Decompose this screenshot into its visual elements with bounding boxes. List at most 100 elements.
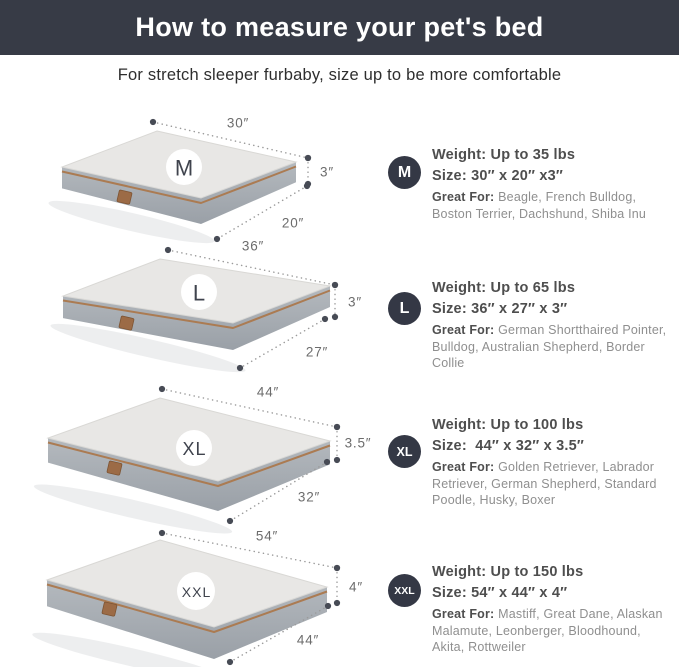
bed-shadow bbox=[50, 323, 246, 373]
dim-label-height: 3.5″ bbox=[345, 436, 372, 451]
bed-brand-tag bbox=[116, 189, 133, 205]
dim-endpoint bbox=[324, 602, 332, 610]
great-for-label: Great For: bbox=[432, 607, 495, 621]
size-info-m: M Weight: Up to 35 lbs Size: 30″ x 20″ x… bbox=[388, 147, 672, 222]
bed-illustration-xxl: XXL 54″ 4″ 44″ bbox=[32, 529, 363, 667]
size-info-xxl: XXL Weight: Up to 150 lbs Size: 54″ x 44… bbox=[388, 564, 672, 656]
dim-line-depth bbox=[229, 461, 328, 522]
size-badge-xl: XL bbox=[388, 435, 421, 468]
bed-illustration-xl: XL 44″ 3.5″ 32″ bbox=[33, 385, 372, 534]
bed-illustration-m: M 30″ 3″ 20″ bbox=[48, 116, 334, 244]
dim-endpoint bbox=[164, 246, 172, 254]
size-circle-label: L bbox=[193, 281, 205, 306]
dim-label-depth: 32″ bbox=[298, 490, 320, 505]
size-info-l: L Weight: Up to 65 lbs Size: 36″ x 27″ x… bbox=[388, 280, 672, 372]
bed-piping bbox=[61, 165, 297, 204]
size-circle bbox=[166, 149, 202, 185]
dim-endpoint bbox=[158, 385, 166, 393]
weight-text: Weight: Up to 65 lbs bbox=[432, 280, 576, 296]
bed-shadow bbox=[48, 200, 215, 244]
great-for-list: Mastiff, Great Dane, Alaskan Malamute, L… bbox=[432, 607, 663, 654]
dim-endpoint bbox=[331, 313, 339, 321]
size-text: Size: 54″ x 44″ x 4″ bbox=[432, 585, 568, 601]
dim-endpoint bbox=[213, 235, 221, 243]
size-text: Size: 36″ x 27″ x 3″ bbox=[432, 301, 568, 317]
weight-text: Weight: Up to 35 lbs bbox=[432, 147, 576, 163]
dim-endpoint bbox=[333, 599, 341, 607]
size-circle-label: XXL bbox=[182, 584, 211, 600]
dim-line-depth bbox=[229, 605, 329, 663]
size-circle-label: M bbox=[175, 156, 193, 181]
bed-piping bbox=[62, 289, 331, 329]
great-for-label: Great For: bbox=[432, 323, 495, 337]
size-badge-m: M bbox=[388, 156, 421, 189]
bed-piping bbox=[46, 583, 328, 633]
size-info-xl: XL Weight: Up to 100 lbs Size: 44″ x 32″… bbox=[388, 417, 672, 509]
dim-label-height: 4″ bbox=[349, 580, 363, 595]
dim-endpoint bbox=[333, 456, 341, 464]
dim-endpoint bbox=[321, 315, 329, 323]
bed-shadow bbox=[33, 484, 233, 534]
dim-label-depth: 44″ bbox=[297, 633, 319, 648]
dim-line-width bbox=[152, 121, 309, 159]
size-badge-label: L bbox=[399, 299, 410, 317]
bed-illustration-l: L 36″ 3″ 27″ bbox=[50, 239, 362, 373]
size-badge-xxl: XXL bbox=[388, 574, 421, 607]
dim-label-depth: 20″ bbox=[282, 216, 304, 231]
dim-line-width bbox=[161, 388, 338, 428]
dim-endpoint bbox=[303, 182, 311, 190]
great-for-text: Great For: Beagle, French Bulldog, Bosto… bbox=[432, 189, 672, 222]
bed-brand-tag bbox=[106, 460, 123, 476]
size-text: Size: 44″ x 32″ x 3.5″ bbox=[432, 438, 584, 454]
great-for-text: Great For: Mastiff, Great Dane, Alaskan … bbox=[432, 606, 672, 656]
dim-endpoint bbox=[149, 118, 157, 126]
weight-text: Weight: Up to 100 lbs bbox=[432, 417, 584, 433]
dim-endpoint bbox=[323, 458, 331, 466]
bed-brand-tag bbox=[101, 601, 118, 617]
great-for-text: Great For: German Shortthaired Pointer, … bbox=[432, 322, 672, 372]
page-title: How to measure your pet's bed bbox=[135, 12, 544, 42]
size-text: Size: 30″ x 20″ x3″ bbox=[432, 168, 564, 184]
bed-side bbox=[63, 286, 330, 350]
subtitle: For stretch sleeper furbaby, size up to … bbox=[117, 66, 562, 84]
dim-line-depth bbox=[216, 185, 308, 240]
dim-endpoint bbox=[331, 281, 339, 289]
dim-label-width: 54″ bbox=[256, 529, 278, 544]
dim-endpoint bbox=[158, 529, 166, 537]
great-for-label: Great For: bbox=[432, 460, 495, 474]
weight-text: Weight: Up to 150 lbs bbox=[432, 564, 584, 580]
great-for-list: Golden Retriever, Labrador Retriever, Ge… bbox=[432, 460, 657, 507]
great-for-text: Great For: Golden Retriever, Labrador Re… bbox=[432, 459, 672, 509]
bed-brand-tag bbox=[118, 315, 135, 331]
size-circle-label: XL bbox=[182, 439, 206, 459]
dim-label-width: 36″ bbox=[242, 239, 264, 254]
dim-label-width: 30″ bbox=[227, 116, 249, 131]
bed-shadow bbox=[32, 632, 229, 667]
dim-label-width: 44″ bbox=[257, 385, 279, 400]
dim-label-depth: 27″ bbox=[306, 345, 328, 360]
dim-endpoint bbox=[226, 658, 234, 666]
great-for-list: German Shortthaired Pointer, Bulldog, Au… bbox=[432, 323, 667, 370]
dim-label-height: 3″ bbox=[320, 165, 334, 180]
dim-endpoint bbox=[333, 564, 341, 572]
dim-endpoint bbox=[333, 423, 341, 431]
size-circle bbox=[177, 572, 215, 610]
size-circle bbox=[176, 430, 212, 466]
size-badge-label: XXL bbox=[394, 584, 415, 597]
dim-line-width bbox=[161, 532, 338, 569]
size-badge-label: M bbox=[397, 163, 412, 181]
header-bar: How to measure your pet's bed bbox=[0, 0, 679, 55]
size-badge-l: L bbox=[388, 292, 421, 325]
great-for-label: Great For: bbox=[432, 190, 495, 204]
dim-endpoint bbox=[304, 154, 312, 162]
dim-line-width bbox=[167, 249, 336, 286]
size-badge-label: XL bbox=[396, 444, 413, 459]
great-for-list: Beagle, French Bulldog, Boston Terrier, … bbox=[432, 190, 647, 221]
dim-endpoint bbox=[226, 517, 234, 525]
bed-piping bbox=[47, 441, 331, 487]
bed-side bbox=[62, 162, 296, 224]
dim-label-height: 3″ bbox=[348, 295, 362, 310]
dim-endpoint bbox=[236, 364, 244, 372]
